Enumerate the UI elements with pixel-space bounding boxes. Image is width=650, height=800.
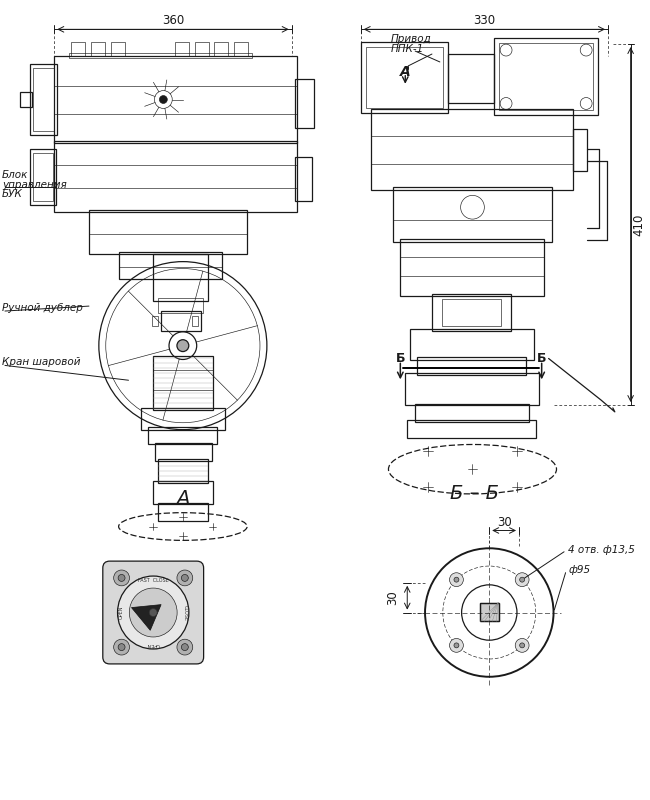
Bar bbox=[155, 443, 211, 462]
Bar bbox=[152, 316, 158, 326]
Text: БУК: БУК bbox=[2, 190, 23, 199]
Circle shape bbox=[519, 643, 525, 648]
Bar bbox=[158, 298, 203, 313]
Circle shape bbox=[150, 609, 157, 617]
Bar bbox=[89, 210, 247, 254]
Bar bbox=[175, 42, 188, 56]
Bar bbox=[153, 355, 213, 410]
Text: Ручной дублер: Ручной дублер bbox=[2, 303, 83, 313]
Bar bbox=[294, 157, 313, 202]
Bar bbox=[499, 43, 593, 110]
Bar bbox=[158, 459, 207, 483]
Text: Привод: Привод bbox=[391, 34, 431, 44]
Bar bbox=[69, 53, 252, 58]
Text: 330: 330 bbox=[473, 14, 495, 27]
Text: CLOSE: CLOSE bbox=[183, 605, 187, 621]
Bar bbox=[192, 316, 198, 326]
Circle shape bbox=[181, 574, 188, 582]
Ellipse shape bbox=[118, 576, 189, 649]
Bar bbox=[432, 294, 511, 331]
Text: 4 отв. ф13,5: 4 отв. ф13,5 bbox=[568, 546, 635, 555]
Bar bbox=[448, 54, 494, 103]
Bar bbox=[30, 149, 57, 206]
Bar bbox=[118, 252, 222, 279]
Circle shape bbox=[450, 638, 463, 652]
Bar bbox=[32, 68, 55, 131]
Bar bbox=[366, 47, 443, 109]
FancyBboxPatch shape bbox=[103, 561, 203, 664]
Text: Б – Б: Б – Б bbox=[450, 485, 499, 503]
Bar bbox=[91, 42, 105, 56]
Bar bbox=[573, 129, 587, 170]
Bar bbox=[141, 408, 226, 430]
Text: управления: управления bbox=[2, 179, 67, 190]
Ellipse shape bbox=[129, 588, 177, 637]
Bar bbox=[494, 38, 598, 115]
Circle shape bbox=[159, 95, 167, 103]
Circle shape bbox=[118, 574, 125, 582]
Bar bbox=[480, 602, 499, 622]
Text: Б: Б bbox=[396, 352, 405, 365]
Bar bbox=[30, 64, 57, 135]
Bar bbox=[415, 404, 529, 422]
Circle shape bbox=[181, 644, 188, 650]
Bar bbox=[195, 42, 209, 56]
Bar bbox=[361, 42, 448, 114]
Circle shape bbox=[114, 570, 129, 586]
Bar bbox=[480, 602, 499, 622]
Bar bbox=[405, 374, 539, 405]
Bar bbox=[55, 141, 296, 212]
Bar bbox=[294, 78, 315, 128]
Bar bbox=[234, 42, 248, 56]
Bar bbox=[400, 239, 543, 296]
Circle shape bbox=[177, 340, 188, 351]
Circle shape bbox=[515, 573, 529, 586]
Text: 360: 360 bbox=[162, 14, 184, 27]
Bar bbox=[55, 56, 296, 143]
Text: FAST  CLOSE: FAST CLOSE bbox=[138, 578, 168, 583]
Bar bbox=[214, 42, 228, 56]
Bar bbox=[161, 311, 201, 331]
Text: Б: Б bbox=[537, 352, 547, 365]
Circle shape bbox=[515, 638, 529, 652]
Text: 410: 410 bbox=[632, 214, 645, 236]
Bar bbox=[410, 329, 534, 361]
Text: ППК-1: ППК-1 bbox=[391, 44, 424, 54]
Bar bbox=[32, 153, 53, 202]
Bar bbox=[111, 42, 125, 56]
Bar bbox=[153, 481, 213, 504]
Circle shape bbox=[118, 644, 125, 650]
Polygon shape bbox=[131, 605, 161, 630]
Text: 30: 30 bbox=[497, 516, 512, 529]
Bar bbox=[370, 110, 573, 190]
Bar bbox=[158, 503, 207, 521]
Circle shape bbox=[450, 573, 463, 586]
Text: OPEN: OPEN bbox=[146, 642, 160, 646]
Circle shape bbox=[177, 570, 193, 586]
Circle shape bbox=[454, 577, 459, 582]
Text: ф95: ф95 bbox=[568, 565, 590, 575]
Bar bbox=[148, 426, 218, 445]
Text: А: А bbox=[400, 65, 411, 79]
Text: 30: 30 bbox=[386, 590, 399, 605]
Text: Кран шаровой: Кран шаровой bbox=[2, 358, 81, 367]
Text: OPEN: OPEN bbox=[119, 606, 124, 619]
Text: Блок: Блок bbox=[2, 170, 29, 180]
Bar bbox=[417, 358, 526, 375]
Circle shape bbox=[177, 639, 193, 655]
Bar bbox=[20, 92, 32, 107]
Bar bbox=[442, 299, 501, 326]
Bar bbox=[71, 42, 85, 56]
Bar bbox=[408, 420, 536, 438]
Circle shape bbox=[519, 577, 525, 582]
Circle shape bbox=[454, 643, 459, 648]
Circle shape bbox=[114, 639, 129, 655]
Bar bbox=[153, 254, 207, 301]
Bar bbox=[393, 187, 552, 242]
Text: А: А bbox=[176, 490, 190, 508]
